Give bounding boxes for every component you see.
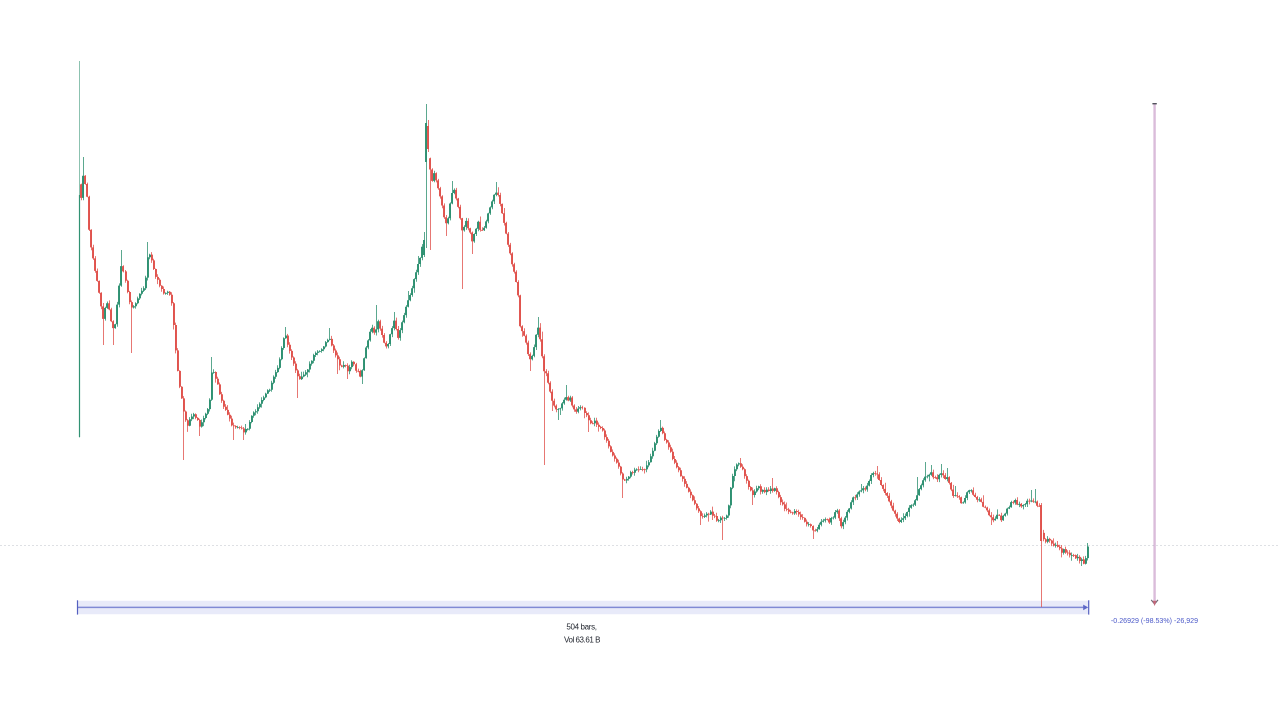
svg-text:-0.26929 (-98.53%) -26,929: -0.26929 (-98.53%) -26,929 — [1111, 617, 1198, 625]
svg-text:Vol 63.61 B: Vol 63.61 B — [564, 636, 600, 645]
svg-text:504 bars,: 504 bars, — [566, 623, 596, 632]
